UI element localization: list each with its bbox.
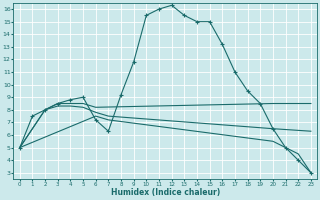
X-axis label: Humidex (Indice chaleur): Humidex (Indice chaleur) <box>111 188 220 197</box>
